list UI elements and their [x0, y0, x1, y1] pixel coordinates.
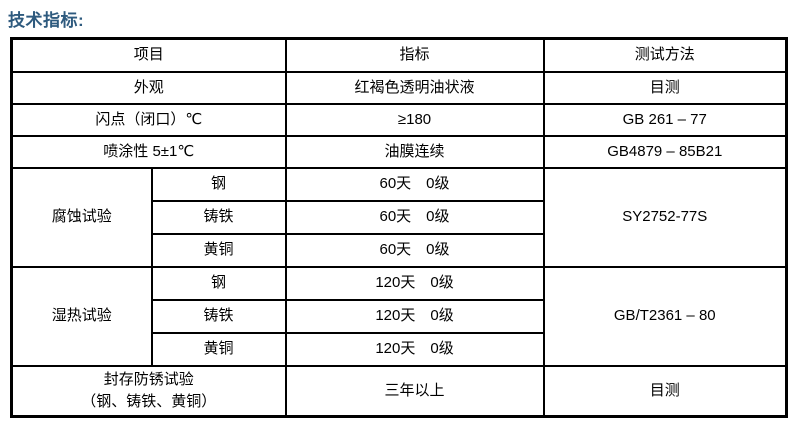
damp-heat-steel-indicator-cell: 120天 0级	[284, 265, 545, 301]
damp-heat-brass-row: 黄铜 120天 0级	[12, 331, 787, 367]
damp-heat-brass-indicator-cell: 120天 0级	[284, 331, 545, 367]
corrosion-method-cell: SY2752-77S	[542, 166, 788, 268]
corrosion-steel-material-cell: 钢	[150, 166, 287, 202]
damp-heat-method-cell: GB/T2361 – 80	[542, 265, 788, 367]
flash-point-method-cell: GB 261 – 77	[542, 102, 788, 137]
seal-rust-indicator-cell: 三年以上	[284, 364, 545, 418]
damp-heat-steel-material-cell: 钢	[150, 265, 287, 301]
flash-point-row: 闪点（闭口）℃ ≥180 GB 261 – 77	[10, 102, 788, 137]
page-title: 技术指标:	[8, 11, 85, 30]
seal-rust-row: 封存防锈试验 （钢、铸铁、黄铜） 三年以上 目测	[10, 364, 788, 418]
corrosion-group-cell: 腐蚀试验	[10, 166, 153, 268]
appearance-method-cell: 目测	[542, 70, 788, 105]
damp-heat-cast-iron-indicator-cell: 120天 0级	[284, 298, 545, 334]
damp-heat-brass-material-cell: 黄铜	[150, 331, 287, 367]
header-method-cell: 测试方法	[542, 37, 788, 73]
corrosion-brass-row: 黄铜 60天 0级	[12, 232, 787, 268]
sprayability-method-cell: GB4879 – 85B21	[542, 134, 788, 169]
flash-point-item-cell: 闪点（闭口）℃	[10, 102, 287, 137]
flash-point-indicator-cell: ≥180	[284, 102, 545, 137]
table-header-row: 项目 指标 测试方法	[10, 37, 788, 73]
corrosion-cast-iron-row: 铸铁 60天 0级	[12, 199, 787, 235]
damp-heat-steel-row: 湿热试验 钢 120天 0级 GB/T2361 – 80	[10, 265, 788, 367]
corrosion-cast-iron-material-cell: 铸铁	[150, 199, 287, 235]
appearance-row: 外观 红褐色透明油状液 目测	[10, 70, 788, 105]
header-indicator-cell: 指标	[284, 37, 545, 73]
seal-rust-item-cell: 封存防锈试验 （钢、铸铁、黄铜）	[10, 364, 287, 418]
seal-rust-item-line1: 封存防锈试验	[103, 371, 194, 388]
sprayability-row: 喷涂性 5±1℃ 油膜连续 GB4879 – 85B21	[10, 134, 788, 169]
corrosion-steel-indicator-cell: 60天 0级	[284, 166, 545, 202]
damp-heat-cast-iron-row: 铸铁 120天 0级	[12, 298, 787, 334]
appearance-item-cell: 外观	[10, 70, 287, 105]
sprayability-item-cell: 喷涂性 5±1℃	[10, 134, 287, 169]
seal-rust-method-cell: 目测	[542, 364, 788, 418]
header-item-cell: 项目	[10, 37, 287, 73]
corrosion-brass-material-cell: 黄铜	[150, 232, 287, 268]
corrosion-brass-indicator-cell: 60天 0级	[284, 232, 545, 268]
seal-rust-item-line2: （钢、铸铁、黄铜）	[81, 392, 217, 410]
damp-heat-cast-iron-material-cell: 铸铁	[150, 298, 287, 334]
corrosion-cast-iron-indicator-cell: 60天 0级	[284, 199, 545, 235]
technical-spec-table: 项目 指标 测试方法 外观 红褐色透明油状液 目测 闪点（闭口）℃ ≥180 G…	[10, 37, 789, 418]
damp-heat-group-cell: 湿热试验	[10, 265, 153, 367]
sprayability-indicator-cell: 油膜连续	[284, 134, 545, 169]
appearance-indicator-cell: 红褐色透明油状液	[284, 70, 545, 105]
corrosion-steel-row: 腐蚀试验 钢 60天 0级 SY2752-77S	[10, 166, 788, 268]
